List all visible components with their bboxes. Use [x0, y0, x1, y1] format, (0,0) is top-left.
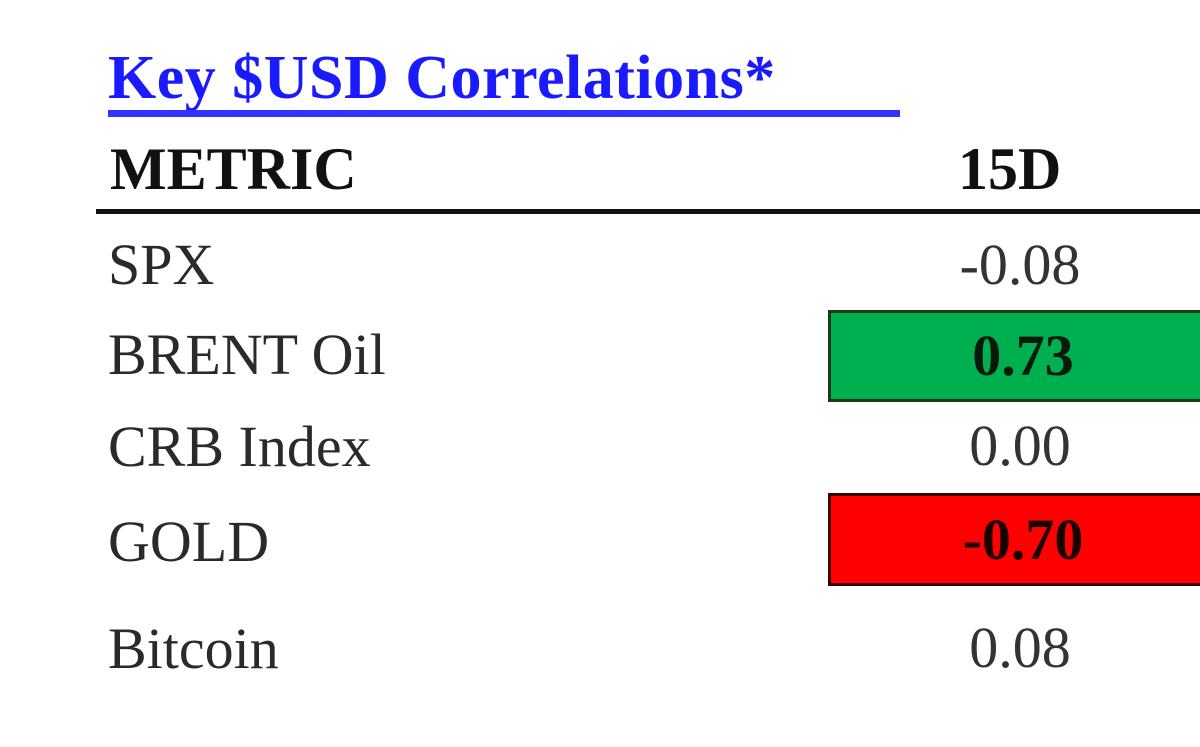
title-underline [108, 110, 900, 117]
row-label-bitcoin: Bitcoin [108, 616, 279, 681]
row-label-spx: SPX [108, 232, 215, 297]
header-metric: METRIC [110, 136, 357, 202]
header-rule [96, 209, 1200, 214]
row-value-crb-index: 0.00 [969, 413, 1071, 478]
row-value-bitcoin: 0.08 [969, 615, 1071, 680]
row-value-brent-oil: 0.73 [828, 310, 1200, 402]
row-label-brent-oil: BRENT Oil [108, 322, 386, 387]
row-value-gold: -0.70 [828, 493, 1200, 586]
correlations-title[interactable]: Key $USD Correlations* [108, 44, 776, 112]
row-value-spx: -0.08 [959, 232, 1081, 297]
row-label-gold: GOLD [108, 509, 270, 574]
header-15d: 15D [958, 136, 1062, 202]
row-label-crb-index: CRB Index [108, 414, 371, 479]
